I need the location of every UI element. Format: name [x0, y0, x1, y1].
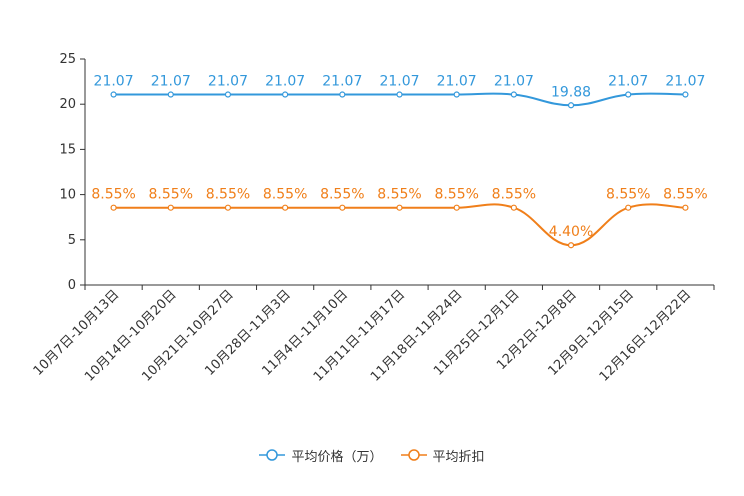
data-label-0: 21.07: [94, 74, 134, 90]
data-label-1: 4.40%: [549, 224, 593, 240]
data-label-1: 8.55%: [492, 187, 536, 203]
data-label-1: 8.55%: [263, 187, 307, 203]
data-point-0: [110, 91, 117, 98]
legend-item-price[interactable]: 平均价格（万）: [259, 446, 383, 465]
data-point-0: [453, 91, 460, 98]
legend-label-discount: 平均折扣: [432, 449, 485, 465]
data-point-0: [396, 91, 403, 98]
y-tick-label: 0: [68, 278, 76, 293]
data-point-1: [282, 204, 289, 211]
data-label-1: 8.55%: [91, 187, 135, 203]
data-label-0: 21.07: [608, 74, 648, 90]
data-label-0: 21.07: [322, 74, 362, 90]
data-label-1: 8.55%: [606, 187, 650, 203]
data-label-1: 8.55%: [663, 187, 707, 203]
data-label-1: 8.55%: [320, 187, 364, 203]
data-label-1: 8.55%: [377, 187, 421, 203]
data-point-1: [453, 204, 460, 211]
data-label-1: 8.55%: [434, 187, 478, 203]
data-label-0: 21.07: [494, 74, 534, 90]
data-label-0: 19.88: [551, 84, 591, 100]
legend-label-price: 平均价格（万）: [291, 449, 383, 465]
data-label-0: 21.07: [265, 74, 305, 90]
data-point-0: [510, 91, 517, 98]
data-point-1: [224, 204, 232, 211]
data-point-0: [224, 91, 232, 98]
data-point-1: [167, 204, 174, 211]
legend: 平均价格（万） 平均折扣: [0, 444, 744, 466]
data-label-0: 21.07: [208, 74, 248, 90]
data-label-0: 21.07: [151, 74, 191, 90]
data-point-0: [625, 91, 632, 98]
y-tick-label: 5: [68, 233, 76, 248]
data-point-1: [110, 204, 117, 211]
data-label-0: 21.07: [437, 74, 477, 90]
data-point-0: [167, 91, 174, 98]
data-point-1: [396, 204, 403, 211]
data-point-1: [682, 204, 689, 211]
data-label-1: 8.55%: [149, 187, 193, 203]
data-point-0: [567, 102, 575, 109]
data-point-1: [510, 204, 517, 211]
data-point-1: [625, 204, 632, 211]
y-tick-label: 20: [59, 97, 76, 112]
data-point-0: [682, 91, 689, 98]
data-label-0: 21.07: [665, 74, 705, 90]
legend-price-marker-icon: [259, 449, 286, 461]
data-label-0: 21.07: [379, 74, 419, 90]
y-tick-label: 15: [59, 142, 76, 157]
y-tick-label: 10: [59, 188, 76, 203]
data-label-1: 8.55%: [206, 187, 250, 203]
data-point-0: [339, 91, 346, 98]
data-point-0: [282, 91, 289, 98]
data-point-1: [567, 242, 575, 249]
y-tick-label: 25: [59, 52, 76, 67]
legend-item-discount[interactable]: 平均折扣: [400, 446, 485, 465]
data-point-1: [339, 204, 346, 211]
legend-discount-marker-icon: [400, 449, 427, 461]
